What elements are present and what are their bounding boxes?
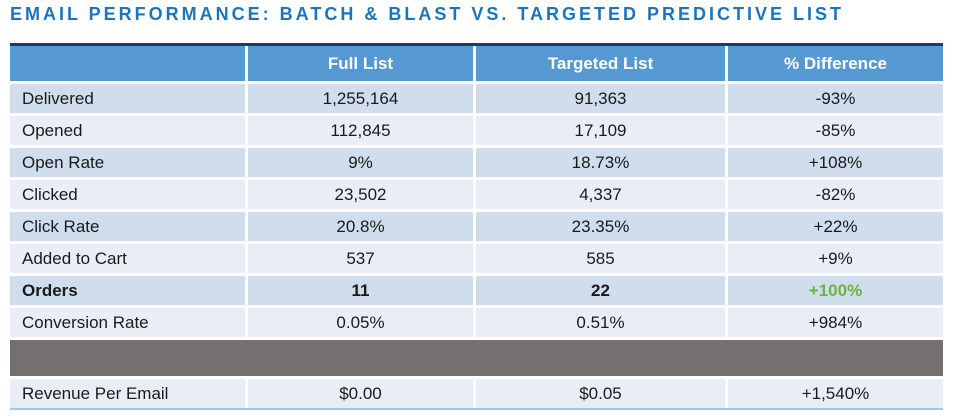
row-label: Conversion Rate	[10, 308, 245, 337]
header-cell-full-list: Full List	[248, 46, 473, 81]
row-label: Orders	[10, 276, 245, 305]
cell-difference-highlight: +100%	[728, 276, 943, 305]
header-cell-metric	[10, 46, 245, 81]
row-label: Clicked	[10, 180, 245, 209]
header-cell-difference: % Difference	[728, 46, 943, 81]
cell-difference: +22%	[728, 212, 943, 241]
cell-full-list: $0.00	[248, 379, 473, 408]
cell-difference: -93%	[728, 84, 943, 113]
page-title: EMAIL PERFORMANCE: BATCH & BLAST VS. TAR…	[10, 4, 845, 24]
cell-targeted-list: 91,363	[476, 84, 725, 113]
header-cell-targeted-list: Targeted List	[476, 46, 725, 81]
table-row-clicked: Clicked 23,502 4,337 -82%	[10, 180, 943, 209]
cell-targeted-list: 23.35%	[476, 212, 725, 241]
cell-targeted-list: 18.73%	[476, 148, 725, 177]
cell-difference: +9%	[728, 244, 943, 273]
cell-full-list: 11	[248, 276, 473, 305]
table-row-orders: Orders 11 22 +100%	[10, 276, 943, 305]
gray-separator-band	[10, 340, 943, 376]
cell-difference: +108%	[728, 148, 943, 177]
row-label: Added to Cart	[10, 244, 245, 273]
table-row-delivered: Delivered 1,255,164 91,363 -93%	[10, 84, 943, 113]
cell-targeted-list: $0.05	[476, 379, 725, 408]
row-label: Click Rate	[10, 212, 245, 241]
cell-full-list: 9%	[248, 148, 473, 177]
table-row-conversion-rate: Conversion Rate 0.05% 0.51% +984%	[10, 308, 943, 337]
cell-difference: +984%	[728, 308, 943, 337]
table-row-added-to-cart: Added to Cart 537 585 +9%	[10, 244, 943, 273]
row-label: Open Rate	[10, 148, 245, 177]
table-row-click-rate: Click Rate 20.8% 23.35% +22%	[10, 212, 943, 241]
cell-full-list: 537	[248, 244, 473, 273]
cell-targeted-list: 585	[476, 244, 725, 273]
table-row-opened: Opened 112,845 17,109 -85%	[10, 116, 943, 145]
cell-full-list: 112,845	[248, 116, 473, 145]
cell-full-list: 23,502	[248, 180, 473, 209]
cell-targeted-list: 17,109	[476, 116, 725, 145]
email-performance-table: Full List Targeted List % Difference Del…	[10, 43, 943, 410]
cell-difference: -85%	[728, 116, 943, 145]
row-label: Opened	[10, 116, 245, 145]
table-row-open-rate: Open Rate 9% 18.73% +108%	[10, 148, 943, 177]
cell-full-list: 1,255,164	[248, 84, 473, 113]
cell-full-list: 20.8%	[248, 212, 473, 241]
cell-full-list: 0.05%	[248, 308, 473, 337]
table-header-row: Full List Targeted List % Difference	[10, 46, 943, 81]
cell-difference: -82%	[728, 180, 943, 209]
cell-difference: +1,540%	[728, 379, 943, 408]
row-label: Delivered	[10, 84, 245, 113]
cell-targeted-list: 4,337	[476, 180, 725, 209]
cell-targeted-list: 22	[476, 276, 725, 305]
row-label: Revenue Per Email	[10, 379, 245, 408]
table-row-revenue-per-email: Revenue Per Email $0.00 $0.05 +1,540%	[10, 379, 943, 408]
cell-targeted-list: 0.51%	[476, 308, 725, 337]
